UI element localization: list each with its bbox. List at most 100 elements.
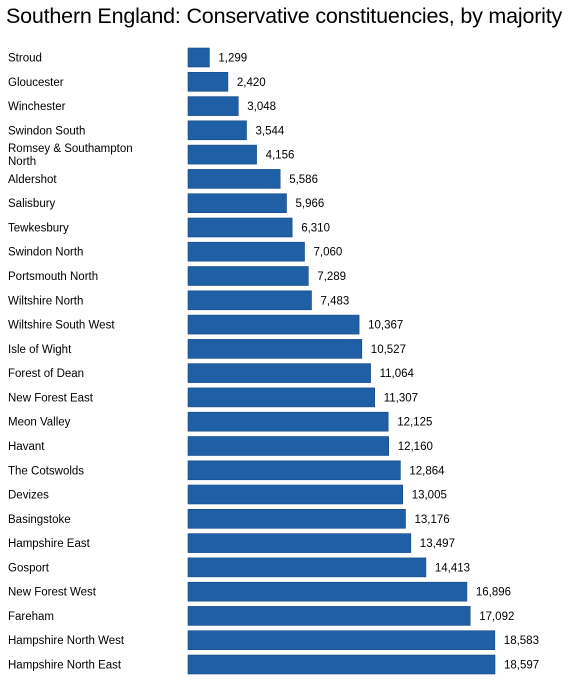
category-label-line: Aldershot <box>8 174 57 186</box>
category-label: Basingstoke <box>8 514 71 526</box>
category-label: Portsmouth North <box>8 271 98 283</box>
bar <box>187 96 239 116</box>
value-label: 13,176 <box>415 514 450 526</box>
value-label: 13,005 <box>412 490 447 502</box>
category-label-line: Basingstoke <box>8 514 71 526</box>
value-label: 11,307 <box>384 392 418 404</box>
category-label: Hampshire North West <box>8 635 125 647</box>
bar <box>187 581 468 602</box>
value-label: 10,527 <box>371 344 406 356</box>
category-label-line: Forest of Dean <box>8 368 84 380</box>
value-label: 17,092 <box>479 611 514 623</box>
bar <box>187 557 427 578</box>
category-label: The Cotswolds <box>8 465 84 477</box>
category-label: Gloucester <box>8 77 64 89</box>
bar <box>187 290 312 311</box>
bars-layer: Stroud 1,299 Gloucester 2,420 Winchester 3,04… <box>8 47 539 675</box>
value-label: 18,583 <box>504 635 539 647</box>
category-label: Salisbury <box>8 198 56 210</box>
value-label: 3,544 <box>256 125 285 137</box>
category-label: Winchester <box>8 101 66 113</box>
value-label: 6,310 <box>301 223 330 235</box>
value-label: 14,413 <box>435 562 470 574</box>
category-label: Forest of Dean <box>8 368 84 380</box>
value-label: 12,125 <box>397 417 432 429</box>
bar <box>187 169 281 189</box>
value-label: 3,048 <box>247 101 276 113</box>
category-label: Stroud <box>8 53 42 65</box>
bar <box>187 314 360 335</box>
category-label-line: North <box>8 156 36 168</box>
category-label-line: Portsmouth North <box>8 271 98 283</box>
category-label: Tewkesbury <box>8 223 69 235</box>
category-label: New Forest East <box>8 392 94 404</box>
value-label: 5,966 <box>296 198 325 210</box>
category-label-line: Hampshire North West <box>8 635 125 647</box>
category-label-line: Hampshire East <box>8 538 91 550</box>
bar <box>187 484 403 505</box>
chart-title: Southern England: Conservative constitue… <box>6 4 563 28</box>
category-label-line: Meon Valley <box>8 417 71 429</box>
category-label: Gosport <box>8 562 50 574</box>
category-label-line: Gosport <box>8 562 50 574</box>
category-label: Fareham <box>8 611 54 623</box>
bar <box>187 120 247 141</box>
category-label-line: Swindon South <box>8 125 85 137</box>
category-label-line: New Forest East <box>8 392 94 404</box>
value-label: 13,497 <box>420 538 455 550</box>
category-label: Swindon South <box>8 125 85 137</box>
value-label: 1,299 <box>218 53 247 65</box>
bar <box>187 533 412 553</box>
bar <box>187 508 406 529</box>
bar <box>187 387 375 408</box>
category-label: Hampshire East <box>8 538 91 550</box>
bar <box>187 339 363 359</box>
value-label: 12,864 <box>409 465 445 477</box>
bar <box>187 193 287 213</box>
category-label: Meon Valley <box>8 417 71 429</box>
bar <box>187 606 471 626</box>
bar <box>187 266 309 286</box>
bar <box>187 654 496 675</box>
value-label: 5,586 <box>289 174 318 186</box>
bar <box>187 72 229 92</box>
category-label-line: Swindon North <box>8 247 83 259</box>
category-label: Isle of Wight <box>8 344 72 356</box>
category-label-line: Havant <box>8 441 45 453</box>
value-label: 18,597 <box>504 660 539 672</box>
category-label: Devizes <box>8 490 49 502</box>
category-label-line: Romsey & Southampton <box>8 143 133 155</box>
bar <box>187 630 496 651</box>
value-label: 2,420 <box>237 77 266 89</box>
category-label-line: Fareham <box>8 611 54 623</box>
category-label: New Forest West <box>8 587 97 599</box>
category-label-line: Tewkesbury <box>8 223 69 235</box>
category-label-line: Winchester <box>8 101 66 113</box>
category-label-line: Wiltshire North <box>8 295 83 307</box>
category-label: Aldershot <box>8 174 57 186</box>
bar <box>187 241 305 262</box>
category-label-line: New Forest West <box>8 587 97 599</box>
category-label: Hampshire North East <box>8 660 122 672</box>
category-label-line: Isle of Wight <box>8 344 72 356</box>
bar <box>187 144 257 165</box>
category-label-line: The Cotswolds <box>8 465 84 477</box>
category-label-line: Gloucester <box>8 77 64 89</box>
category-label-line: Stroud <box>8 53 42 65</box>
value-label: 4,156 <box>266 150 295 162</box>
bar <box>187 436 389 456</box>
category-label: Wiltshire South West <box>8 320 115 332</box>
value-label: 7,483 <box>321 295 350 307</box>
value-label: 7,060 <box>314 247 343 259</box>
bar <box>187 363 371 383</box>
bar <box>187 217 293 238</box>
bar <box>187 47 210 68</box>
value-label: 7,289 <box>317 271 346 283</box>
category-label-line: Wiltshire South West <box>8 320 115 332</box>
category-label: Wiltshire North <box>8 295 83 307</box>
value-label: 10,367 <box>368 320 403 332</box>
category-label: Havant <box>8 441 45 453</box>
value-label: 11,064 <box>380 368 415 380</box>
category-label-line: Devizes <box>8 490 49 502</box>
